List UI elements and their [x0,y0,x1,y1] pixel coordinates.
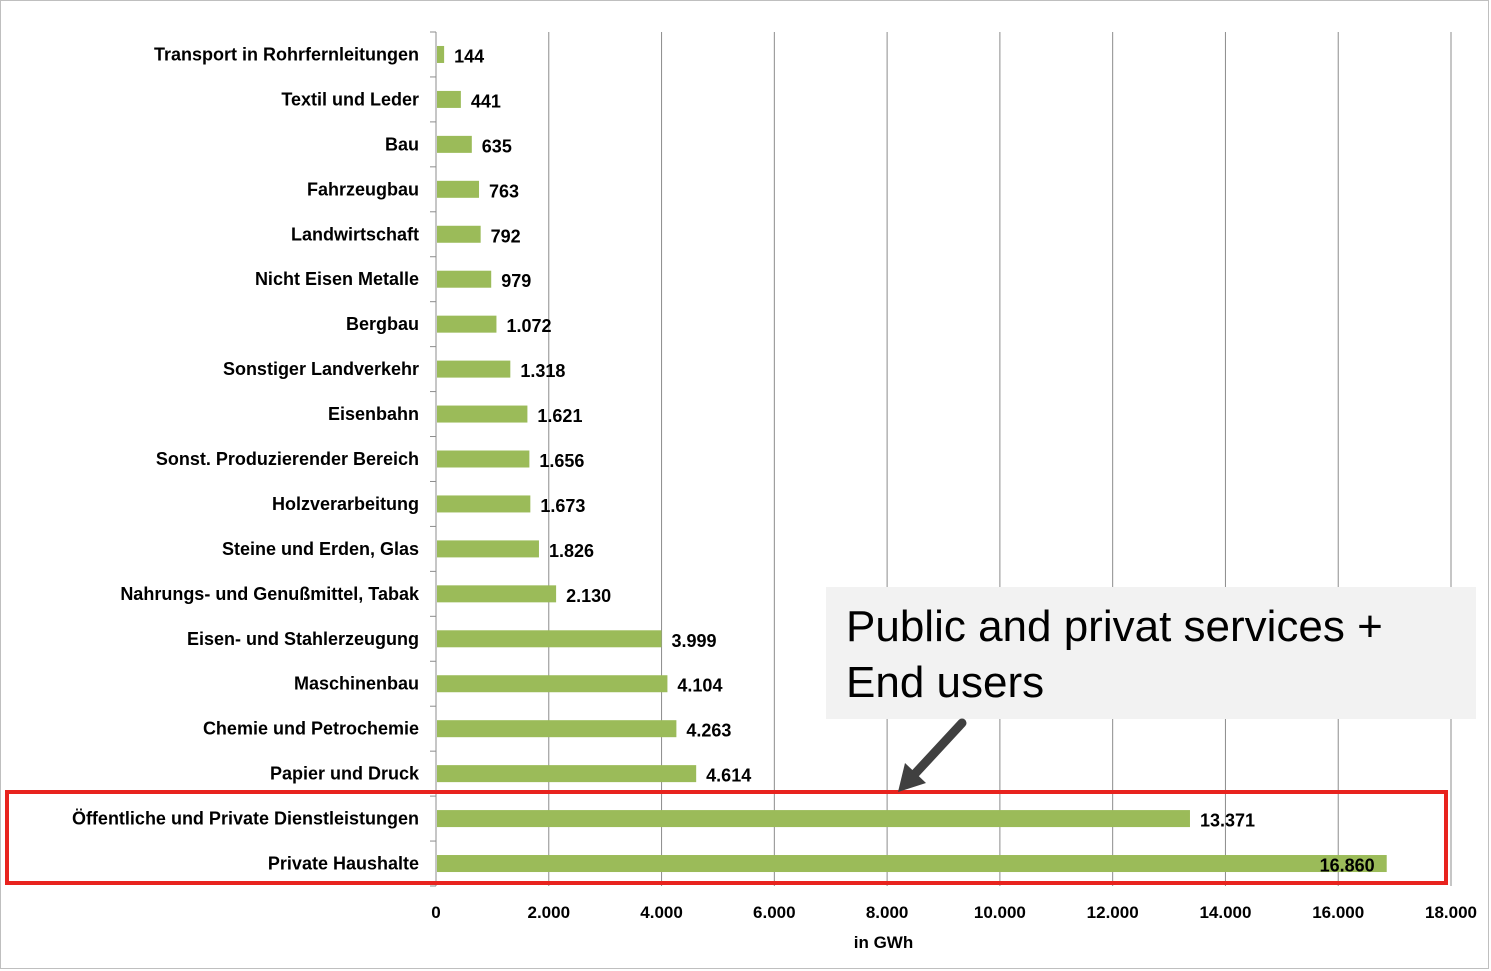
value-label: 792 [491,226,521,246]
category-label: Transport in Rohrfernleitungen [154,44,419,64]
value-label: 1.673 [540,496,585,516]
bar [437,585,557,603]
bar [437,540,539,558]
value-label: 4.614 [706,766,751,786]
category-label: Maschinenbau [294,674,419,694]
value-label: 13.371 [1200,811,1255,831]
category-label: Chemie und Petrochemie [203,719,419,739]
bar [437,495,531,513]
bar [437,855,1387,873]
annotation-line-1: Public and privat services + [846,602,1383,651]
x-tick-label: 10.000 [974,903,1026,922]
value-label: 16.860 [1320,856,1375,876]
annotation-line-2: End users [846,658,1045,707]
category-label: Holzverarbeitung [272,494,419,514]
x-tick-label: 4.000 [640,903,683,922]
value-label: 763 [489,181,519,201]
bar [437,135,472,153]
x-tick-label: 8.000 [866,903,909,922]
bar [437,225,481,243]
x-axis-title: in GWh [854,933,913,952]
x-tick-label: 16.000 [1312,903,1364,922]
category-label: Landwirtschaft [291,224,419,244]
value-label: 4.104 [677,676,722,696]
bar [437,630,662,648]
value-label: 1.826 [549,541,594,561]
value-label: 4.263 [686,721,731,741]
x-tick-label: 2.000 [528,903,571,922]
x-tick-label: 6.000 [753,903,796,922]
category-label: Bergbau [346,314,419,334]
category-label: Eisenbahn [328,404,419,424]
value-label: 1.621 [537,406,582,426]
annotation-callout: Public and privat services + End users [826,587,1476,719]
bar [437,270,492,288]
category-label: Nicht Eisen Metalle [255,269,419,289]
category-label: Steine und Erden, Glas [222,539,419,559]
bar [437,90,461,108]
bar [437,675,668,693]
bar [437,765,697,783]
category-label: Nahrungs- und Genußmittel, Tabak [120,584,420,604]
bar [437,450,530,468]
value-label: 1.318 [520,361,565,381]
value-label: 1.072 [506,316,551,336]
value-label: 441 [471,91,501,111]
category-label: Fahrzeugbau [307,179,419,199]
value-label: 2.130 [566,586,611,606]
category-label: Papier und Druck [270,764,420,784]
bar [437,180,480,198]
value-label: 144 [454,46,484,66]
x-tick-label: 0 [431,903,440,922]
x-tick-label: 18.000 [1425,903,1477,922]
category-label: Sonst. Produzierender Bereich [156,449,419,469]
category-label: Eisen- und Stahlerzeugung [187,629,419,649]
value-label: 3.999 [671,631,716,651]
bar [437,720,677,738]
bar [437,360,511,378]
x-tick-label: 14.000 [1199,903,1251,922]
category-label: Bau [385,134,419,154]
category-label: Textil und Leder [281,89,419,109]
bar [437,315,497,333]
category-label: Private Haushalte [268,854,419,874]
value-label: 979 [501,271,531,291]
x-tick-label: 12.000 [1087,903,1139,922]
bar [437,45,445,63]
bar [437,810,1190,828]
value-label: 635 [482,136,512,156]
category-label: Öffentliche und Private Dienstleistungen [72,809,419,829]
highlight-box [5,790,1448,885]
bar [437,405,528,423]
category-label: Sonstiger Landverkehr [223,359,419,379]
value-label: 1.656 [539,451,584,471]
